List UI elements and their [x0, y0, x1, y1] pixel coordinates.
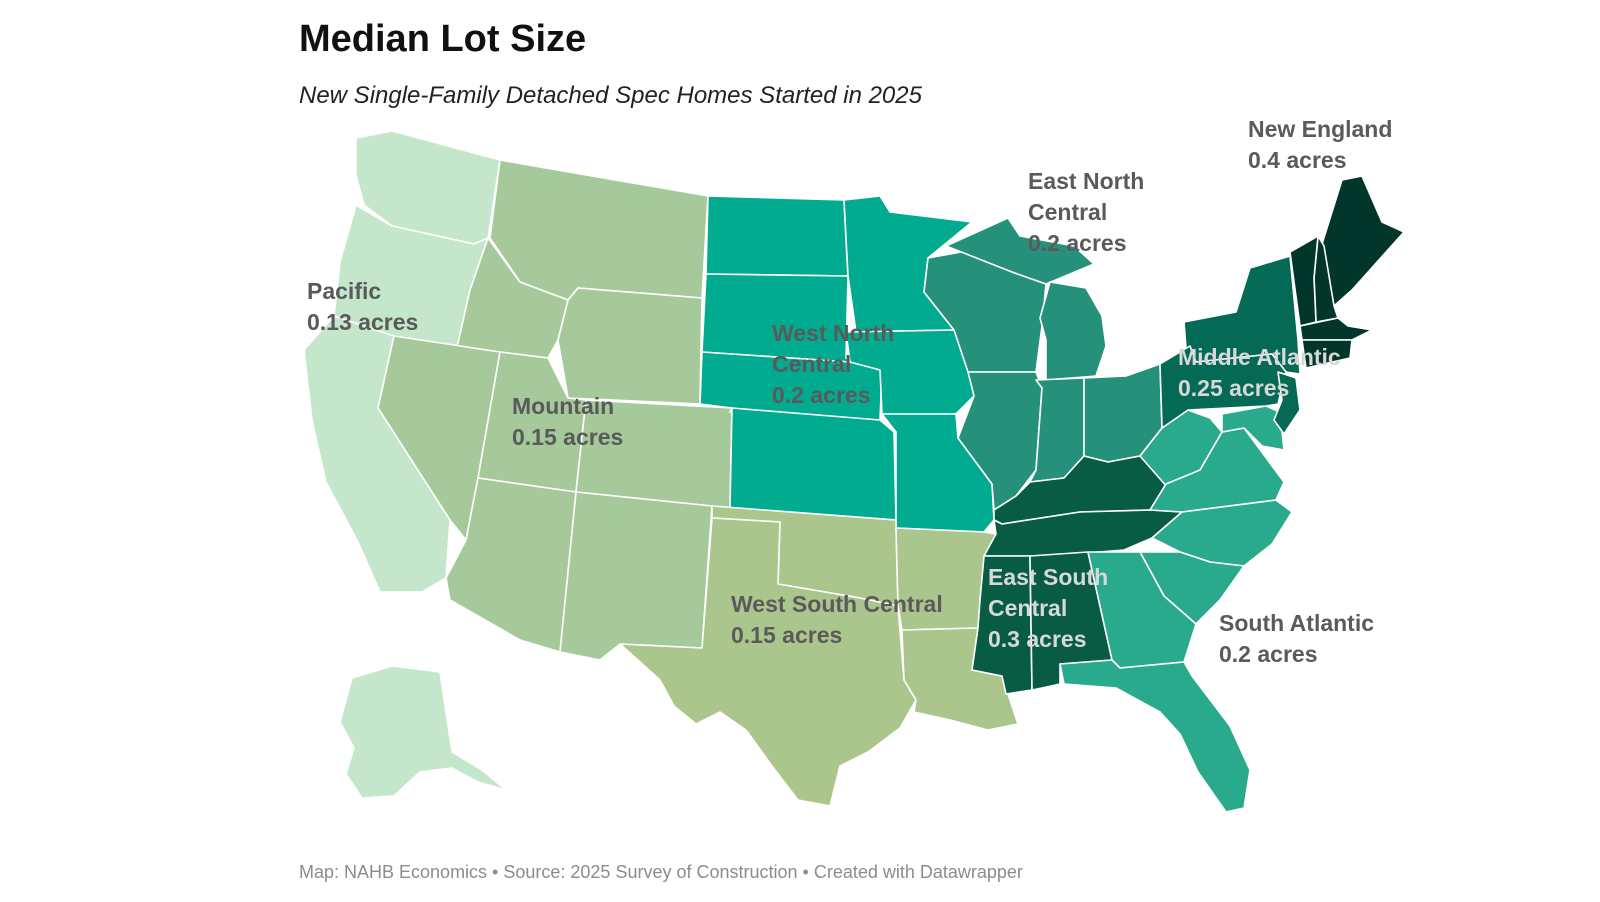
- label-pacific: Pacific 0.13 acres: [307, 276, 418, 338]
- state-michigan: [1039, 281, 1107, 381]
- state-vermont: [1289, 235, 1319, 327]
- label-pacific-name: Pacific: [307, 278, 382, 304]
- label-new-england-name: New England: [1248, 116, 1393, 142]
- state-new-mexico: [559, 491, 713, 661]
- label-south-atlantic-name: South Atlantic: [1219, 610, 1375, 636]
- state-montana: [489, 159, 709, 301]
- state-texas: [619, 517, 917, 807]
- region-new-england[interactable]: [1289, 175, 1405, 369]
- state-maryland-delaware: [1221, 405, 1285, 451]
- state-alaska: [339, 665, 507, 799]
- label-mountain: Mountain 0.15 acres: [512, 391, 623, 453]
- label-east-south-central-name2: Central: [988, 595, 1068, 621]
- state-michigan-upper: [945, 217, 1095, 285]
- label-east-north-central-name1: East North: [1028, 168, 1145, 194]
- label-south-atlantic: South Atlantic 0.2 acres: [1219, 608, 1374, 670]
- label-west-north-central-name2: Central: [772, 351, 852, 377]
- label-pacific-value: 0.13 acres: [307, 309, 419, 335]
- map-subtitle: New Single-Family Detached Spec Homes St…: [299, 82, 922, 109]
- label-east-north-central-name2: Central: [1028, 199, 1108, 225]
- map-footer: Map: NAHB Economics • Source: 2025 Surve…: [299, 862, 1023, 882]
- region-mountain[interactable]: [377, 159, 733, 661]
- label-west-south-central-value: 0.15 acres: [731, 622, 843, 648]
- label-west-south-central-name: West South Central: [731, 591, 943, 617]
- label-middle-atlantic-value: 0.25 acres: [1178, 375, 1290, 401]
- state-florida: [1059, 659, 1251, 813]
- label-mountain-value: 0.15 acres: [512, 424, 624, 450]
- label-west-north-central-value: 0.2 acres: [772, 382, 871, 408]
- label-east-north-central: East North Central 0.2 acres: [1028, 166, 1144, 259]
- label-west-north-central-name1: West North: [772, 320, 895, 346]
- label-south-atlantic-value: 0.2 acres: [1219, 641, 1318, 667]
- label-new-england: New England 0.4 acres: [1248, 114, 1392, 176]
- state-maine: [1321, 175, 1405, 307]
- label-east-south-central-name1: East South: [988, 564, 1109, 590]
- region-west-north-central[interactable]: [699, 195, 995, 533]
- label-middle-atlantic: Middle Atlantic 0.25 acres: [1178, 342, 1341, 404]
- label-east-south-central: East South Central 0.3 acres: [988, 562, 1108, 655]
- state-tennessee: [983, 509, 1183, 557]
- region-west-south-central[interactable]: [619, 505, 1019, 807]
- state-wyoming: [557, 287, 703, 405]
- label-new-england-value: 0.4 acres: [1248, 147, 1347, 173]
- region-east-south-central[interactable]: [971, 455, 1183, 695]
- state-kansas: [729, 407, 897, 521]
- region-middle-atlantic[interactable]: [1159, 255, 1301, 435]
- label-mountain-name: Mountain: [512, 393, 615, 419]
- label-east-south-central-value: 0.3 acres: [988, 626, 1087, 652]
- label-east-north-central-value: 0.2 acres: [1028, 230, 1127, 256]
- state-south-dakota: [701, 273, 851, 363]
- map-title: Median Lot Size: [299, 18, 587, 60]
- region-south-atlantic[interactable]: [1059, 405, 1293, 813]
- state-new-jersey: [1273, 371, 1301, 435]
- label-west-north-central: West North Central 0.2 acres: [772, 318, 894, 411]
- state-connecticut-ri: [1301, 339, 1353, 369]
- label-middle-atlantic-name: Middle Atlantic: [1178, 344, 1341, 370]
- state-north-dakota: [705, 195, 849, 277]
- label-west-south-central: West South Central 0.15 acres: [731, 589, 943, 651]
- region-east-north-central[interactable]: [923, 217, 1163, 511]
